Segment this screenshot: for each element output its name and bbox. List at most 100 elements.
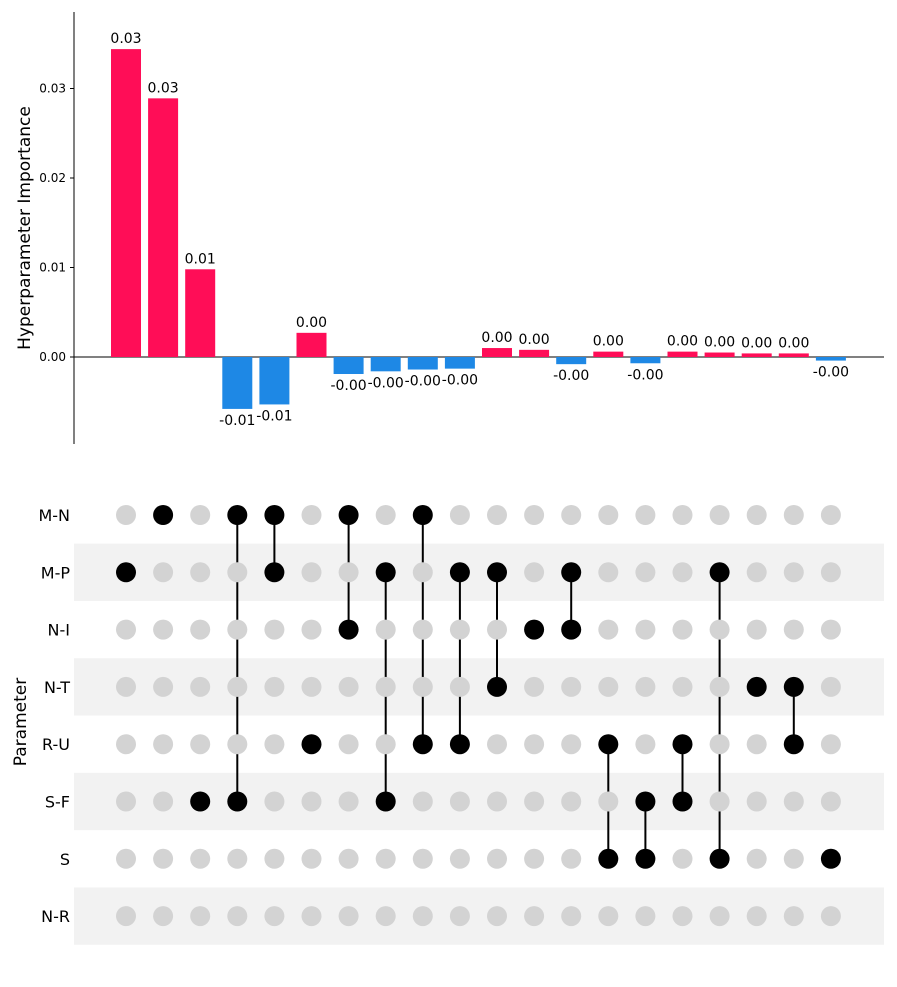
matrix-dot-inactive	[264, 906, 285, 927]
matrix-dot-inactive	[153, 906, 174, 927]
importance-bar	[667, 351, 698, 357]
bar-value-label: 0.00	[741, 335, 772, 351]
matrix-dot-active	[783, 734, 804, 755]
matrix-dots	[116, 505, 841, 927]
matrix-dot-inactive	[264, 848, 285, 869]
matrix-dot-inactive	[709, 619, 730, 640]
parameter-matrix: Parameter M-N M-P N-I N-T R-U S-F S N-R	[11, 505, 884, 945]
matrix-dot-inactive	[635, 562, 656, 583]
matrix-dot-inactive	[820, 562, 841, 583]
matrix-dot-inactive	[338, 676, 359, 697]
importance-bar	[444, 357, 475, 369]
matrix-dot-active	[487, 562, 507, 583]
matrix-dot-inactive	[412, 848, 433, 869]
matrix-dot-inactive	[301, 562, 322, 583]
matrix-dot-inactive	[598, 505, 619, 525]
bar-value-label: 0.00	[593, 334, 624, 350]
importance-bar	[519, 349, 550, 357]
matrix-y-axis-title: Parameter	[11, 678, 31, 766]
y-tick-label: 0.01	[39, 261, 66, 275]
matrix-dot-inactive	[338, 791, 359, 812]
matrix-dot-inactive	[116, 505, 136, 525]
matrix-dot-active	[338, 505, 359, 525]
matrix-dot-inactive	[412, 619, 433, 640]
matrix-dot-inactive	[227, 619, 248, 640]
matrix-dot-active	[227, 505, 248, 525]
matrix-dot-inactive	[190, 619, 211, 640]
importance-bar	[185, 269, 216, 357]
matrix-dot-inactive	[301, 676, 322, 697]
matrix-dot-inactive	[820, 619, 841, 640]
matrix-dot-inactive	[820, 906, 841, 927]
matrix-dot-inactive	[783, 848, 804, 869]
matrix-dot-inactive	[264, 676, 285, 697]
matrix-dot-inactive	[561, 734, 582, 755]
importance-bar	[741, 353, 772, 357]
matrix-dot-inactive	[635, 676, 656, 697]
matrix-dot-inactive	[301, 906, 322, 927]
matrix-dot-inactive	[709, 734, 730, 755]
matrix-dot-active	[264, 562, 285, 583]
matrix-dot-inactive	[672, 848, 693, 869]
parameter-labels: M-N M-P N-I N-T R-U S-F S N-R	[38, 506, 70, 926]
matrix-dot-active	[227, 791, 248, 812]
matrix-dot-inactive	[190, 676, 211, 697]
matrix-dot-inactive	[561, 791, 582, 812]
matrix-dot-inactive	[524, 676, 545, 697]
matrix-dot-active	[301, 734, 322, 755]
matrix-dot-active	[264, 505, 285, 525]
matrix-dot-inactive	[672, 906, 693, 927]
matrix-dot-inactive	[116, 848, 136, 869]
matrix-dot-inactive	[672, 676, 693, 697]
matrix-dot-inactive	[561, 848, 582, 869]
importance-bar	[482, 348, 512, 357]
importance-bar	[778, 353, 809, 357]
parameter-label: N-T	[44, 678, 70, 697]
bar-value-labels: 0.030.030.01-0.01 -0.010.00-0.00 -0.00 -0.0…	[110, 31, 849, 429]
matrix-dot-inactive	[524, 734, 545, 755]
y-tick-label: 0.00	[39, 350, 66, 364]
parameter-label: S	[60, 850, 70, 869]
matrix-dot-inactive	[524, 848, 545, 869]
matrix-dot-inactive	[524, 562, 545, 583]
matrix-dot-inactive	[116, 906, 136, 927]
matrix-dot-inactive	[709, 676, 730, 697]
matrix-dot-inactive	[264, 791, 285, 812]
bar-value-label: -0.01	[256, 408, 292, 424]
matrix-dot-inactive	[672, 562, 693, 583]
matrix-dot-inactive	[783, 562, 804, 583]
matrix-dot-inactive	[487, 734, 507, 755]
matrix-dot-inactive	[375, 505, 396, 525]
matrix-dot-active	[524, 619, 545, 640]
bar-value-label: -0.00	[405, 374, 441, 390]
matrix-dot-inactive	[561, 505, 582, 525]
matrix-dot-inactive	[227, 906, 248, 927]
matrix-dot-inactive	[746, 505, 767, 525]
matrix-dot-inactive	[153, 676, 174, 697]
bar-value-label: 0.00	[667, 334, 698, 350]
bar-value-label: -0.01	[219, 413, 255, 429]
matrix-dot-active	[820, 848, 841, 869]
matrix-dot-inactive	[153, 619, 174, 640]
bar-value-label: -0.00	[442, 373, 478, 389]
matrix-dot-active	[116, 562, 136, 583]
matrix-dot-inactive	[820, 505, 841, 525]
matrix-dot-inactive	[190, 562, 211, 583]
matrix-dot-inactive	[709, 505, 730, 525]
matrix-dot-active	[190, 791, 211, 812]
matrix-dot-inactive	[820, 676, 841, 697]
importance-bar	[407, 357, 438, 370]
importance-bar	[222, 357, 253, 409]
matrix-dot-active	[412, 734, 433, 755]
matrix-dot-inactive	[598, 791, 619, 812]
matrix-dot-inactive	[820, 791, 841, 812]
matrix-dot-active	[449, 562, 470, 583]
y-tick-label: 0.02	[39, 171, 66, 185]
matrix-dot-inactive	[301, 848, 322, 869]
bar-value-label: 0.00	[519, 332, 550, 348]
parameter-label: N-R	[41, 907, 70, 926]
importance-bar	[148, 98, 179, 357]
matrix-dot-inactive	[412, 562, 433, 583]
matrix-dot-inactive	[227, 562, 248, 583]
